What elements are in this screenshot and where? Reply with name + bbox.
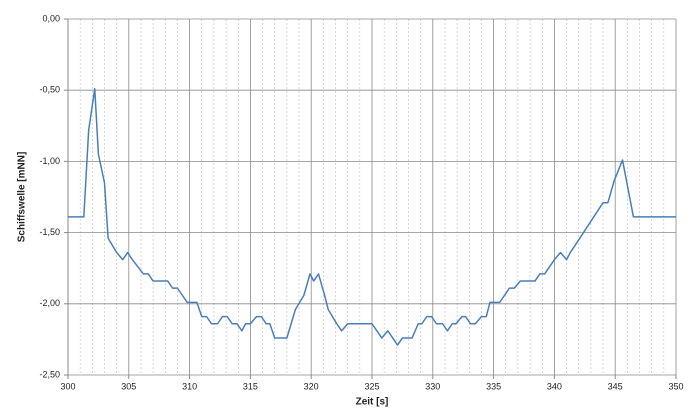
x-tick-label: 320: [304, 381, 319, 391]
y-tick-label: 0,00: [42, 13, 60, 23]
y-tick-label: -2,00: [39, 298, 60, 308]
y-tick-label: -1,00: [39, 156, 60, 166]
x-tick-label: 315: [243, 381, 258, 391]
x-tick-label: 310: [182, 381, 197, 391]
x-axis-title: Zeit [s]: [356, 397, 389, 408]
x-tick-label: 305: [121, 381, 136, 391]
x-tick-label: 345: [608, 381, 623, 391]
x-tick-label: 335: [486, 381, 501, 391]
x-tick-label: 330: [425, 381, 440, 391]
x-tick-label: 325: [364, 381, 379, 391]
y-tick-label: -0,50: [39, 85, 60, 95]
x-tick-label: 350: [668, 381, 683, 391]
x-tick-label: 300: [60, 381, 75, 391]
y-tick-label: -1,50: [39, 227, 60, 237]
y-axis-title: Schiffswelle [mNN]: [17, 152, 28, 243]
x-tick-label: 340: [547, 381, 562, 391]
y-tick-label: -2,50: [39, 369, 60, 379]
data-line: [68, 88, 676, 346]
